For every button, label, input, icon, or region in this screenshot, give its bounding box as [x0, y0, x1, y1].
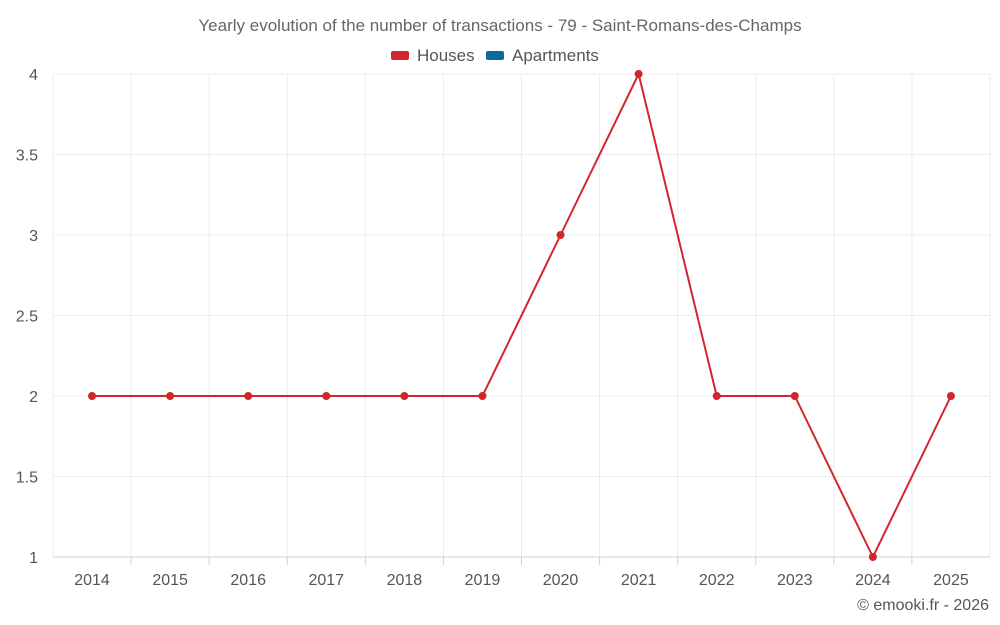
x-tick-label: 2014 — [74, 572, 110, 589]
legend-swatch-apartments — [486, 51, 504, 60]
x-tick-label: 2017 — [308, 572, 344, 589]
y-tick-label: 1.5 — [16, 470, 38, 487]
y-tick-label: 2 — [29, 389, 38, 406]
legend-swatch-houses — [391, 51, 409, 60]
data-point-houses[interactable] — [244, 392, 253, 400]
data-point-houses[interactable] — [634, 70, 643, 78]
data-point-houses[interactable] — [868, 553, 877, 561]
legend-label-houses: Houses — [417, 46, 475, 65]
legend-item-apartments[interactable]: Apartments — [486, 46, 599, 65]
legend[interactable]: Houses Apartments — [391, 46, 599, 65]
y-tick-label: 3.5 — [16, 148, 38, 165]
series-line-houses — [92, 73, 952, 558]
x-tick-label: 2025 — [933, 572, 969, 589]
x-tick-label: 2022 — [699, 572, 735, 589]
chart-title: Yearly evolution of the number of transa… — [198, 16, 801, 35]
y-tick-label: 2.5 — [16, 309, 38, 326]
credit-text[interactable]: © emooki.fr - 2026 — [857, 597, 989, 614]
data-point-houses[interactable] — [166, 392, 175, 400]
x-tick-label: 2015 — [152, 572, 188, 589]
axes: 1 1.5 2 2.5 3 3.5 4 2014 2015 2016 2017 2018 2019 202… — [16, 67, 990, 589]
data-point-houses[interactable] — [556, 231, 565, 239]
legend-item-houses[interactable]: Houses — [391, 46, 475, 65]
data-point-houses[interactable] — [712, 392, 721, 400]
y-tick-label: 3 — [29, 228, 38, 245]
data-point-houses[interactable] — [88, 392, 97, 400]
y-tick-label: 4 — [29, 67, 38, 84]
data-point-houses[interactable] — [322, 392, 331, 400]
series-houses — [88, 70, 955, 561]
y-tick-label: 1 — [29, 550, 38, 567]
data-point-houses[interactable] — [790, 392, 799, 400]
data-point-houses[interactable] — [400, 392, 409, 400]
x-tick-label: 2021 — [621, 572, 657, 589]
legend-label-apartments: Apartments — [512, 46, 599, 65]
data-point-houses[interactable] — [478, 392, 487, 400]
x-tick-label: 2018 — [387, 572, 423, 589]
x-tick-label: 2019 — [465, 572, 501, 589]
x-tick-label: 2024 — [855, 572, 891, 589]
x-tick-label: 2016 — [230, 572, 266, 589]
x-tick-label: 2020 — [543, 572, 579, 589]
x-tick-label: 2023 — [777, 572, 813, 589]
data-point-houses[interactable] — [946, 392, 955, 400]
